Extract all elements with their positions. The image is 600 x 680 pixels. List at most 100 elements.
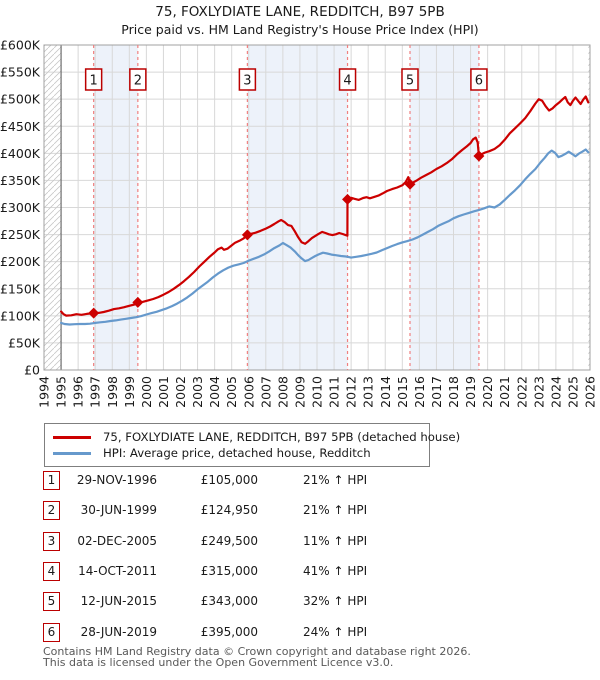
- sale-row-date: 28-JUN-2019: [80, 624, 157, 639]
- x-axis-label: 2025: [565, 376, 580, 408]
- y-axis-label: £550K: [0, 65, 41, 80]
- y-axis-label: £0: [24, 363, 40, 378]
- x-axis-label: 1997: [88, 376, 103, 408]
- sale-table-row: 5 12-JUN-2015 £343,000 32% ↑ HPI: [0, 592, 600, 614]
- y-axis-label: £50K: [8, 335, 41, 350]
- sale-number-label: 6: [475, 74, 483, 89]
- sale-row-hpi-change: 24% ↑ HPI: [303, 624, 368, 639]
- x-axis-label: 2014: [378, 376, 393, 408]
- y-axis-label: £100K: [0, 308, 41, 323]
- x-axis-label: 2009: [292, 376, 307, 408]
- x-axis-label: 2001: [156, 376, 171, 408]
- sale-number-label: 2: [134, 74, 142, 89]
- x-axis-label: 2019: [463, 376, 478, 408]
- sale-table-row: 4 14-OCT-2011 £315,000 41% ↑ HPI: [0, 561, 600, 584]
- x-axis-label: 1999: [122, 376, 137, 408]
- property-line-swatch: [53, 435, 91, 439]
- x-axis-label: 2020: [480, 376, 495, 408]
- footer-licence: This data is licensed under the Open Gov…: [43, 656, 394, 669]
- no-data-hatch: [44, 45, 62, 370]
- hpi-series-line: [59, 148, 590, 326]
- sale-row-date: 29-NOV-1996: [76, 473, 157, 487]
- y-axis-label: £400K: [0, 146, 41, 161]
- sale-table-row: 1 29-NOV-1996 £105,000 21% ↑ HPI: [0, 471, 600, 493]
- x-axis-label: 2000: [139, 376, 154, 408]
- sale-marker-diamond: [342, 193, 354, 205]
- plot-border: [43, 44, 591, 371]
- x-axis-label: 2016: [412, 376, 427, 408]
- x-axis-label: 2015: [395, 376, 410, 408]
- sale-number-box: [401, 68, 419, 91]
- footer-copyright: Contains HM Land Registry data © Crown c…: [43, 645, 471, 658]
- sale-row-number: 5: [43, 592, 60, 612]
- sale-row-number: 4: [43, 561, 60, 581]
- sale-row-price: £343,000: [200, 594, 258, 609]
- y-axis-label: £450K: [0, 119, 41, 134]
- x-axis-label: 2023: [531, 376, 546, 408]
- sale-row-date: 02-DEC-2005: [77, 533, 157, 548]
- x-axis-label: 1994: [37, 376, 52, 408]
- x-axis-label: 2002: [173, 376, 188, 408]
- sale-marker-diamond: [88, 307, 100, 319]
- y-axis-label: £200K: [0, 254, 41, 269]
- y-axis-label: £500K: [0, 92, 41, 107]
- sale-row-number: 2: [43, 501, 60, 521]
- sale-row-hpi-change: 41% ↑ HPI: [303, 563, 368, 578]
- sale-row-hpi-change: 32% ↑ HPI: [303, 594, 368, 609]
- sale-row-price: £315,000: [200, 563, 258, 578]
- sale-row-number: 3: [43, 531, 60, 551]
- sale-number-box: [470, 68, 488, 91]
- x-axis-label: 2007: [258, 376, 273, 408]
- sale-row-date: 12-JUN-2015: [80, 594, 157, 609]
- sale-table-row: 2 30-JUN-1999 £124,950 21% ↑ HPI: [0, 501, 600, 523]
- no-data-hatch: [588, 45, 590, 370]
- sale-marker-diamond: [404, 178, 416, 190]
- x-axis-label: 2024: [548, 376, 563, 408]
- sale-row-price: £249,500: [200, 533, 258, 548]
- x-axis-label: 2004: [207, 376, 222, 408]
- chart-legend: 75, FOXLYDIATE LANE, REDDITCH, B97 5PB (…: [44, 423, 460, 467]
- x-axis-label: 2011: [327, 376, 342, 408]
- sale-marker-diamond: [241, 229, 253, 241]
- sale-number-box: [84, 68, 103, 91]
- sale-row-hpi-change: 21% ↑ HPI: [303, 503, 368, 518]
- sale-row-hpi-change: 11% ↑ HPI: [303, 533, 368, 548]
- y-axis-label: £250K: [0, 227, 41, 242]
- x-axis-label: 2005: [224, 376, 239, 408]
- y-axis-label: £300K: [0, 200, 41, 215]
- price-chart: 1 2 3 4 5 6 £0 £50K £100K £150K £200K £250K £300K £35…: [0, 38, 598, 408]
- legend-label: HPI: Average price, detached house, Redd…: [103, 446, 371, 460]
- x-axis-label: 1995: [54, 376, 69, 408]
- sale-number-label: 4: [343, 74, 351, 89]
- x-axis-label: 2013: [361, 376, 376, 408]
- x-axis-label: 2021: [497, 376, 512, 408]
- sale-row-price: £105,000: [200, 473, 258, 487]
- sale-row-date: 30-JUN-1999: [80, 503, 157, 518]
- x-axis-label: 2010: [310, 376, 325, 408]
- x-axis-label: 2018: [446, 376, 461, 408]
- hpi-line-swatch: [53, 451, 91, 455]
- x-axis-label: 1996: [71, 376, 86, 408]
- x-axis-label: 2022: [514, 376, 529, 408]
- sale-row-hpi-change: 21% ↑ HPI: [303, 473, 368, 487]
- sale-table-row: 6 28-JUN-2019 £395,000 24% ↑ HPI: [0, 622, 600, 645]
- page-title: 75, FOXLYDIATE LANE, REDDITCH, B97 5PB: [155, 4, 445, 20]
- sale-number-label: 3: [243, 74, 251, 89]
- x-axis-label: 2003: [190, 376, 205, 408]
- legend-row: HPI: Average price, detached house, Redd…: [53, 445, 421, 461]
- sale-row-price: £124,950: [200, 503, 258, 518]
- sale-number-label: 1: [90, 74, 98, 89]
- chart-subtitle: Price paid vs. HM Land Registry's House …: [121, 22, 479, 37]
- legend-label: 75, FOXLYDIATE LANE, REDDITCH, B97 5PB (…: [103, 430, 461, 444]
- x-axis-label: 2006: [241, 376, 256, 408]
- x-axis-label: 2012: [344, 376, 359, 408]
- sale-table-row: 3 02-DEC-2005 £249,500 11% ↑ HPI: [0, 531, 600, 554]
- sale-marker-diamond: [473, 150, 485, 162]
- sale-number-box: [129, 68, 147, 91]
- sale-row-number: 1: [43, 471, 60, 490]
- x-axis-label: 1998: [105, 376, 120, 408]
- x-axis-label: 2017: [429, 376, 444, 408]
- y-axis-label: £600K: [0, 38, 41, 53]
- y-axis-label: £350K: [0, 173, 41, 188]
- sale-row-date: 14-OCT-2011: [78, 563, 157, 578]
